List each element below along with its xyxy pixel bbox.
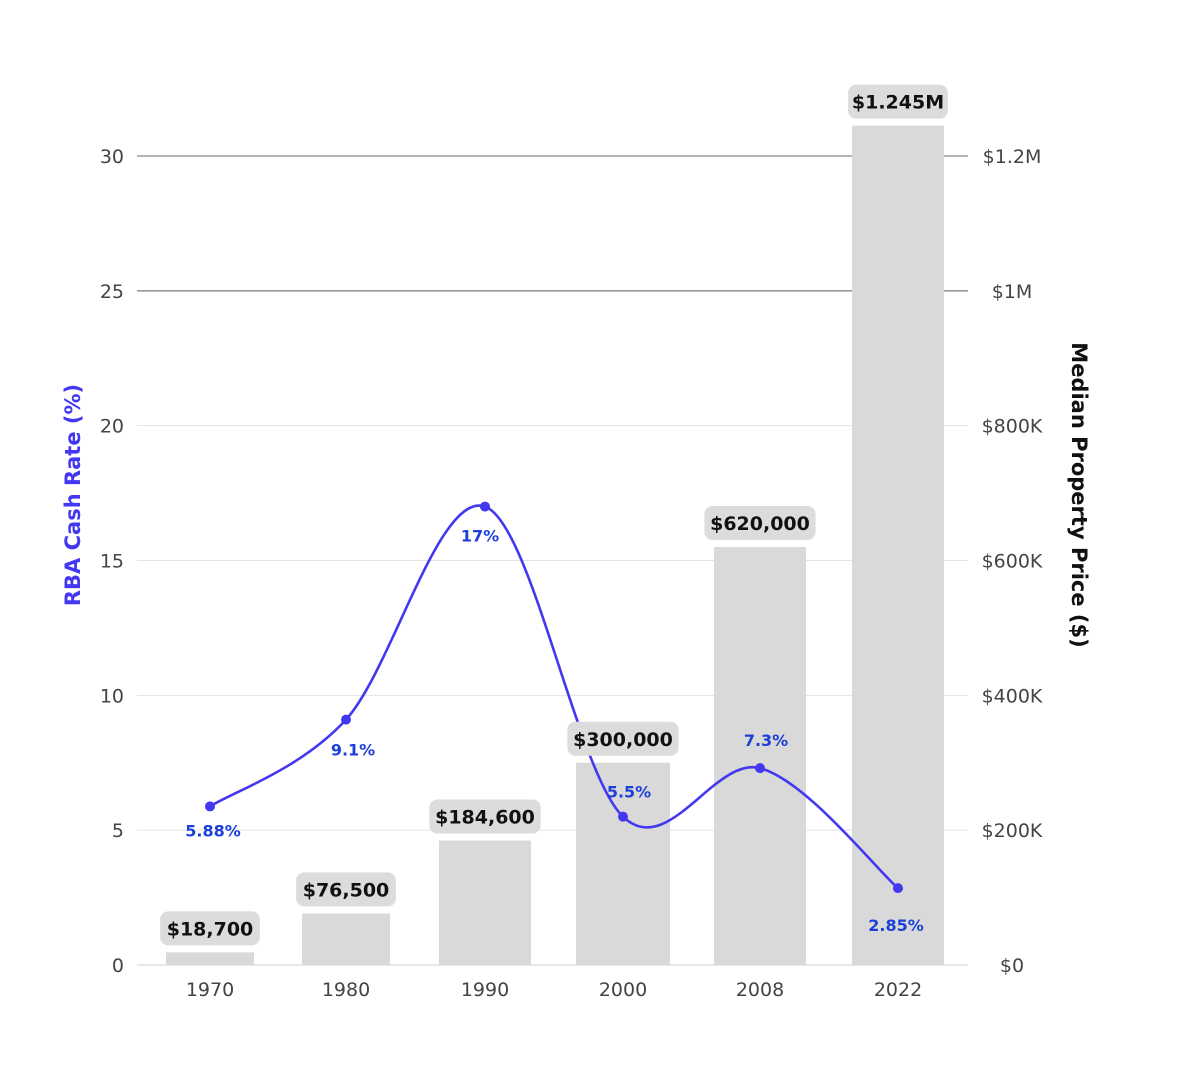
right-tick-label: $1M [992, 281, 1033, 303]
bar-value-badge [160, 911, 260, 946]
right-tick-label: $1.2M [983, 146, 1042, 168]
bar-value-badge [429, 799, 541, 834]
rate-line [205, 501, 903, 894]
bar-value-label: $18,700 [167, 918, 254, 940]
left-tick-label: 0 [112, 955, 124, 977]
right-tick-label: $0 [1000, 955, 1024, 977]
rate-value-label: 17% [461, 527, 499, 546]
bar-1980 [302, 913, 390, 965]
left-tick-label: 30 [100, 146, 124, 168]
rate-point-1970 [205, 801, 215, 812]
rate-point-2008 [755, 763, 765, 774]
bar-value-badge [848, 84, 948, 119]
right-tick-label: $400K [982, 685, 1043, 707]
left-axis-title: RBA Cash Rate (%) [61, 384, 85, 606]
data-labels: $18,700 $76,500 $184,600 $300,000 $620,000 $1… [160, 84, 948, 946]
bar-value-badge [296, 872, 396, 907]
x-tick-label: 1990 [461, 979, 509, 1001]
left-tick-label: 15 [100, 551, 124, 573]
bar-1970 [166, 952, 254, 965]
bar-2008 [714, 547, 806, 965]
bar-value-label: $184,600 [435, 807, 535, 829]
axes: 0 5 10 15 20 25 30 $0 $200K $400K $600K $800K $1M $1.… [100, 146, 1043, 1001]
left-tick-label: 25 [100, 281, 124, 303]
bar-2022 [852, 125, 944, 966]
x-tick-label: 1980 [322, 979, 370, 1001]
x-tick-label: 1970 [186, 979, 234, 1001]
right-axis-title: Median Property Price ($) [1067, 342, 1091, 647]
right-tick-label: $800K [982, 416, 1043, 438]
bar-value-label: $620,000 [710, 513, 810, 535]
x-tick-label: 2000 [599, 979, 647, 1001]
rate-value-label: 5.88% [185, 821, 241, 840]
rate-point-1980 [341, 714, 351, 725]
bars [166, 125, 944, 966]
bar-value-label: $1.245M [852, 92, 944, 114]
rate-value-label: 2.85% [868, 916, 924, 935]
bar-value-label: $76,500 [303, 879, 390, 901]
right-tick-label: $200K [982, 820, 1043, 842]
rate-point-2000 [618, 811, 628, 822]
x-tick-label: 2008 [736, 979, 784, 1001]
bar-value-badge [567, 721, 679, 756]
bar-value-badge [704, 506, 816, 541]
bar-2000 [576, 762, 670, 965]
gridlines [137, 155, 968, 966]
left-tick-label: 5 [112, 820, 124, 842]
bar-value-label: $300,000 [573, 729, 673, 751]
rate-value-label: 7.3% [744, 731, 788, 750]
rate-point-1990 [480, 501, 490, 512]
rate-value-label: 9.1% [331, 741, 375, 760]
left-tick-label: 20 [100, 416, 124, 438]
left-tick-label: 10 [100, 685, 124, 707]
rate-value-label: 5.5% [607, 783, 651, 802]
bar-1990 [439, 840, 531, 965]
rate-point-2022 [893, 883, 903, 894]
right-tick-label: $600K [982, 551, 1043, 573]
x-tick-label: 2022 [874, 979, 922, 1001]
